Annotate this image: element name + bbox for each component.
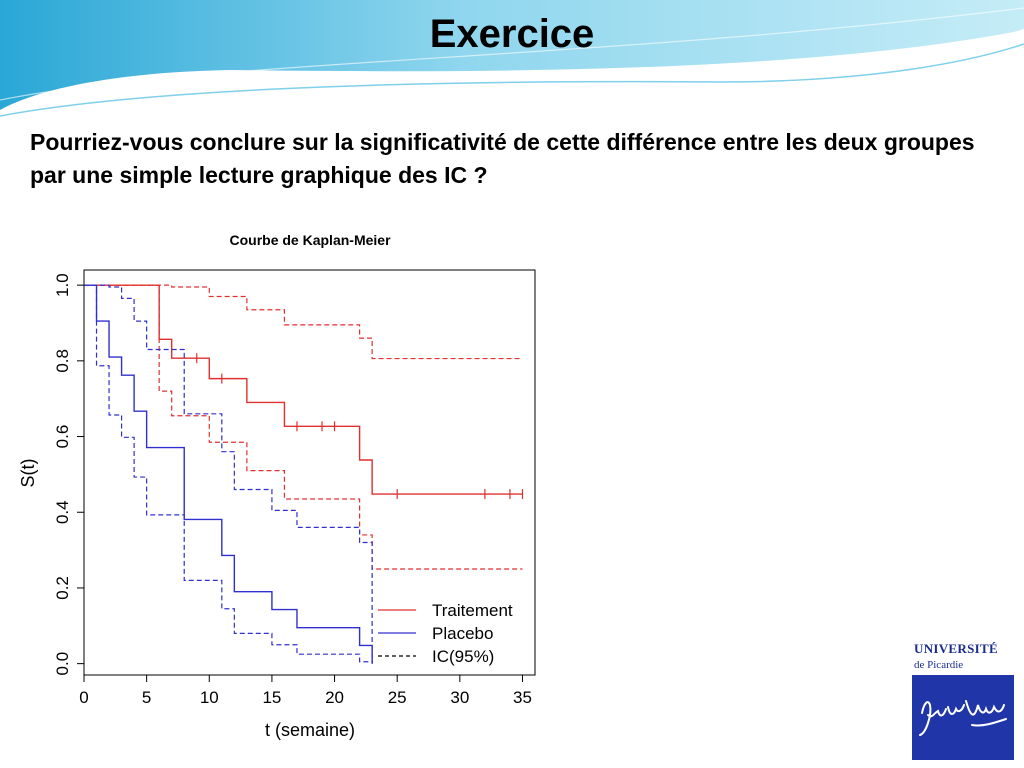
series-placebo-ic-sup	[84, 284, 373, 664]
x-tick-label: 20	[325, 688, 344, 707]
y-tick-label: 0.2	[53, 576, 72, 600]
x-tick-label: 10	[200, 688, 219, 707]
series-traitement-ic-sup	[84, 284, 523, 360]
series-placebo-ic-inf	[84, 284, 373, 664]
slide-title: Exercice	[429, 12, 595, 56]
series-placebo	[84, 284, 373, 664]
logo-subtitle: de Picardie	[914, 659, 964, 671]
y-axis-label: S(t)	[18, 459, 38, 488]
plot-frame	[83, 269, 536, 676]
x-tick-label: 30	[450, 688, 469, 707]
question-text: Pourriez-vous conclure sur la significat…	[30, 129, 975, 188]
university-logo: UNIVERSITÉ de Picardie	[912, 639, 1014, 760]
y-tick-label: 0.8	[53, 349, 72, 373]
header-banner	[0, 0, 1024, 117]
legend: Traitement Placebo IC(95%)	[378, 601, 513, 666]
x-tick-label: 5	[142, 688, 151, 707]
logo-university: UNIVERSITÉ	[914, 641, 998, 656]
x-tick-label: 0	[79, 688, 88, 707]
legend-label: Traitement	[432, 601, 513, 620]
legend-label: Placebo	[432, 624, 493, 643]
x-axis-label: t (semaine)	[265, 720, 355, 740]
y-tick-label: 0.4	[53, 500, 72, 524]
logo-signature-box	[912, 675, 1014, 760]
chart-title: Courbe de Kaplan-Meier	[229, 232, 391, 248]
series-traitement	[84, 284, 523, 495]
legend-label: IC(95%)	[432, 647, 494, 666]
series-traitement-ic-inf	[84, 284, 523, 570]
y-tick-label: 0.6	[53, 425, 72, 449]
y-tick-label: 1.0	[53, 273, 72, 297]
x-tick-label: 15	[262, 688, 281, 707]
x-tick-label: 35	[513, 688, 532, 707]
kaplan-meier-chart: Courbe de Kaplan-Meier 0 5 10 15 20 25 30 35 0.0…	[18, 232, 536, 740]
x-tick-label: 25	[388, 688, 407, 707]
signature-icon	[919, 700, 1007, 736]
y-tick-label: 0.0	[53, 652, 72, 676]
